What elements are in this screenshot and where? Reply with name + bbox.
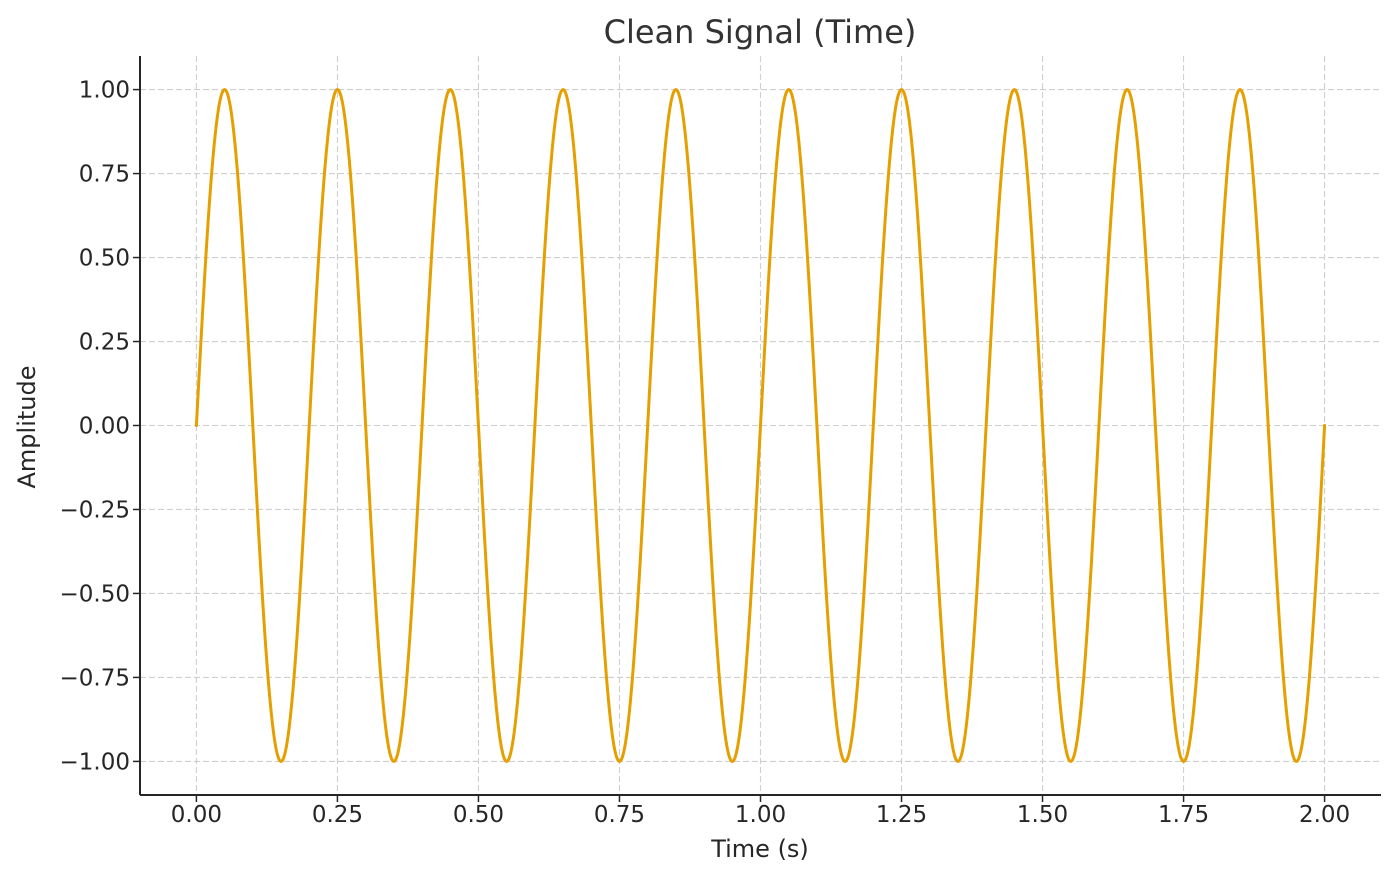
x-tick-label: 2.00 <box>1299 802 1350 828</box>
y-tick-label: 1.00 <box>79 78 130 104</box>
y-tick-label: −0.75 <box>60 665 130 691</box>
x-tick-label: 1.50 <box>1017 802 1068 828</box>
y-axis-label: Amplitude <box>13 366 41 489</box>
x-tick-label: 1.25 <box>876 802 927 828</box>
y-tick-label: 0.50 <box>79 246 130 272</box>
x-tick-label: 0.50 <box>453 802 504 828</box>
x-tick-label: 1.00 <box>735 802 786 828</box>
y-tick-label: −0.50 <box>60 581 130 607</box>
y-tick-label: 0.00 <box>79 414 130 440</box>
x-tick-label: 0.75 <box>594 802 645 828</box>
x-tick-label: 0.25 <box>312 802 363 828</box>
y-tick-label: 0.25 <box>79 330 130 356</box>
signal-line <box>194 88 1327 763</box>
x-tick-label: 0.00 <box>171 802 222 828</box>
y-tick-label: −0.25 <box>60 497 130 523</box>
y-tick-label: −1.00 <box>60 749 130 775</box>
y-tick-label: 0.75 <box>79 162 130 188</box>
series-layer <box>194 88 1327 763</box>
x-tick-label: 1.75 <box>1158 802 1209 828</box>
chart-title: Clean Signal (Time) <box>604 13 917 51</box>
ticks: 0.00 0.25 0.50 0.75 1.00 1.25 1.50 1.75 2.00 1.00… <box>60 78 1351 828</box>
x-axis-label: Time (s) <box>710 835 809 863</box>
